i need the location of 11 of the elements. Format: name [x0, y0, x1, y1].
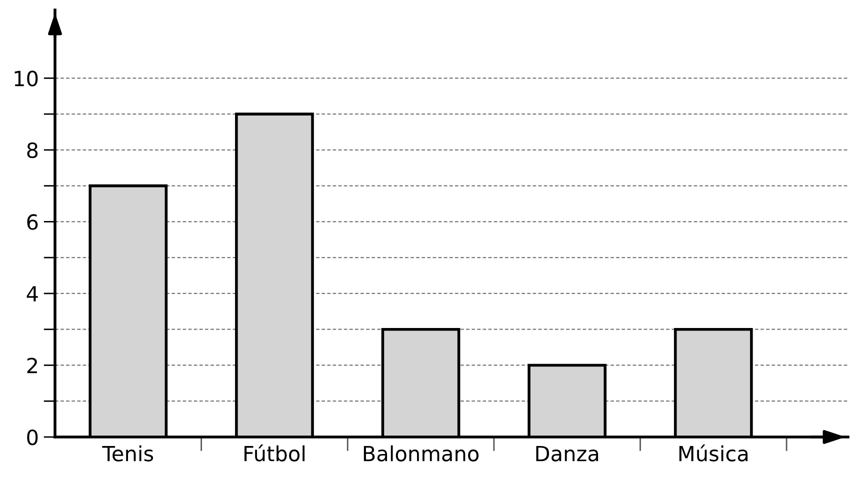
y-tick-label: 2: [27, 358, 37, 374]
y-tick-label: 6: [27, 214, 38, 230]
x-tick-label: Balonmano: [364, 445, 479, 462]
x-tick-label: Fútbol: [244, 444, 304, 462]
y-tick-label: 0: [27, 429, 38, 446]
y-tick-label: 4: [26, 286, 38, 302]
y-tick-label: 10: [14, 70, 38, 86]
x-tick-label: Música: [679, 444, 748, 462]
y-tick-label: 8: [27, 142, 38, 158]
x-tick-label: Tenis: [102, 445, 154, 462]
x-tick-label: Danza: [536, 446, 598, 462]
